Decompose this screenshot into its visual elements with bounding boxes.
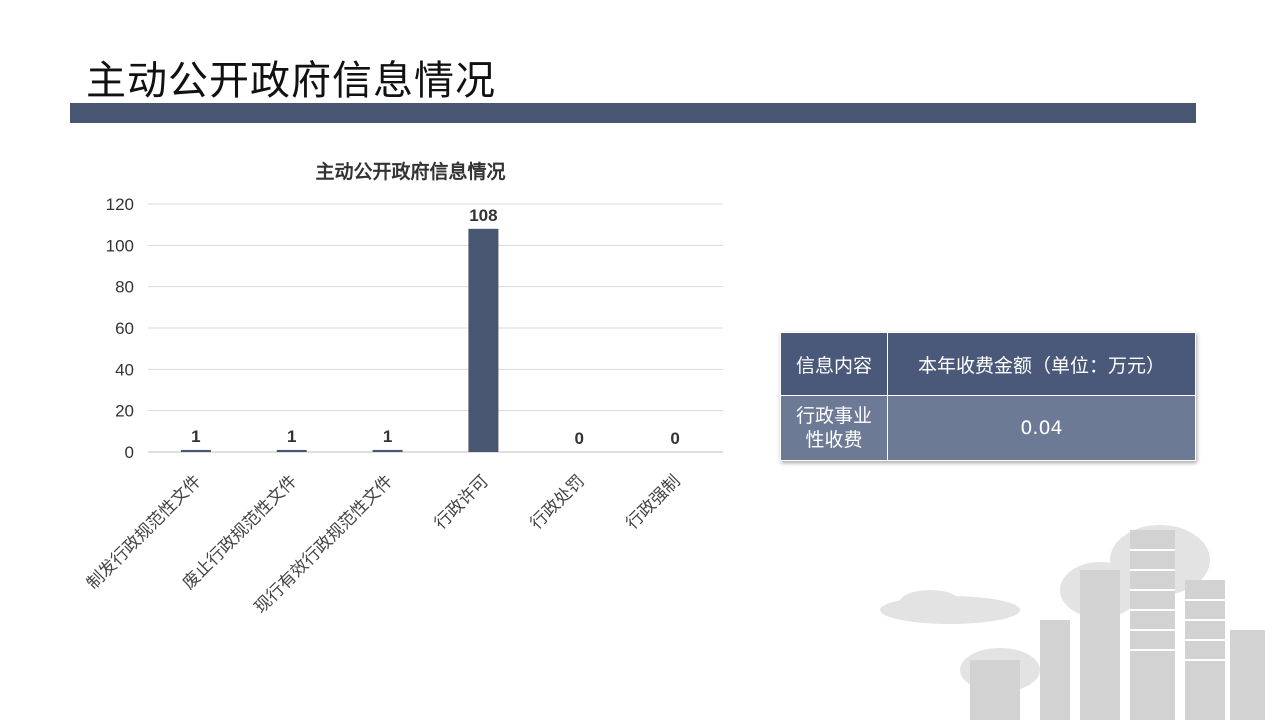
- fee-table-cell-content-line1: 行政事业: [795, 405, 872, 427]
- y-tick-label: 0: [125, 443, 134, 462]
- page-title: 主动公开政府信息情况: [86, 58, 496, 104]
- data-label: 1: [191, 427, 200, 446]
- data-label: 1: [383, 427, 392, 446]
- data-label: 1: [287, 427, 296, 446]
- bar: [180, 449, 211, 452]
- chart-title: 主动公开政府信息情况: [315, 160, 505, 183]
- bar-chart: 主动公开政府信息情况0204060801001201制发行政规范性文件1废止行政…: [83, 160, 723, 618]
- y-tick-label: 120: [106, 195, 134, 214]
- data-label: 0: [575, 429, 584, 448]
- chart-container: 主动公开政府信息情况 0 20 40 60 80 100 120 1 制发行政规范性文件 1 废止行政…: [60, 150, 740, 620]
- data-label: 0: [670, 429, 679, 448]
- data-label: 108: [469, 206, 497, 225]
- fee-table-header-row: 信息内容 本年收费金额（单位：万元）: [780, 332, 1196, 396]
- fee-table-cell-amount: 0.04: [887, 395, 1196, 461]
- fee-table: 信息内容 本年收费金额（单位：万元） 行政事业 性收费 0.04: [780, 332, 1196, 461]
- x-tick-label: 行政强制: [622, 471, 684, 533]
- y-tick-label: 80: [115, 278, 134, 297]
- fee-table-cell-content: 行政事业 性收费: [780, 395, 888, 461]
- fee-table-cell-content-line2: 性收费: [805, 429, 863, 451]
- city-skyline-decoration: [880, 525, 1265, 720]
- y-tick-label: 20: [115, 402, 134, 421]
- y-tick-label: 40: [115, 360, 134, 379]
- x-tick-label: 行政处罚: [527, 471, 589, 533]
- title-underline-bar: [70, 103, 1196, 123]
- y-tick-label: 100: [106, 236, 134, 255]
- fee-table-header-content: 信息内容: [780, 332, 888, 396]
- y-tick-label: 60: [115, 319, 134, 338]
- bar: [468, 228, 499, 452]
- fee-table-row: 行政事业 性收费 0.04: [780, 395, 1196, 461]
- bar: [276, 449, 307, 452]
- fee-table-header-amount: 本年收费金额（单位：万元）: [887, 332, 1196, 396]
- x-tick-label: 行政许可: [431, 471, 493, 533]
- bar: [372, 449, 403, 452]
